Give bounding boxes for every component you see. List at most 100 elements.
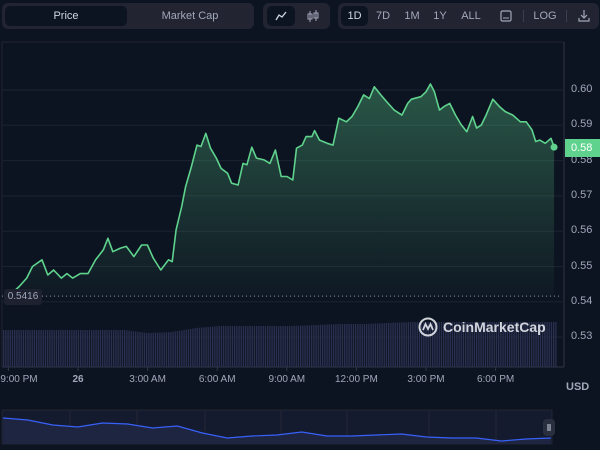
- coinmarketcap-logo-icon: [418, 317, 438, 337]
- volume-bar: [438, 322, 440, 367]
- x-tick-label: 12:00 PM: [334, 374, 378, 385]
- volume-bar: [286, 326, 289, 367]
- volume-bar: [172, 331, 174, 367]
- volume-bar: [315, 325, 317, 367]
- volume-bar: [238, 326, 240, 367]
- volume-bar: [31, 330, 33, 367]
- volume-bar: [80, 330, 82, 367]
- volume-bar: [436, 322, 438, 367]
- range-1d[interactable]: 1D: [341, 6, 368, 26]
- volume-bar: [374, 323, 377, 367]
- navigator-handle[interactable]: [543, 419, 555, 436]
- volume-bar: [181, 330, 183, 367]
- tab-price[interactable]: Price: [5, 6, 127, 26]
- volume-bar: [110, 330, 113, 367]
- volume-bar: [143, 332, 146, 367]
- volume-bar: [471, 322, 473, 367]
- volume-bar: [555, 322, 557, 367]
- volume-bar: [150, 332, 152, 367]
- volume-bar: [326, 324, 328, 367]
- volume-bar: [130, 330, 132, 367]
- volume-bar: [47, 330, 49, 367]
- download-icon: [578, 10, 590, 22]
- volume-bar: [515, 322, 517, 367]
- current-price-label: 0.58: [565, 139, 600, 157]
- volume-bar: [42, 330, 44, 367]
- candlestick-icon: [307, 10, 319, 22]
- volume-bar: [209, 326, 212, 367]
- volume-bar: [511, 322, 513, 367]
- line-chart-button[interactable]: [267, 6, 295, 26]
- y-tick-label: 0.60: [571, 83, 593, 95]
- volume-bar: [14, 330, 16, 367]
- volume-bar: [152, 332, 154, 367]
- volume-bar: [300, 325, 302, 367]
- volume-bar: [194, 328, 196, 367]
- volume-bar: [487, 322, 489, 367]
- range-1y[interactable]: 1Y: [433, 10, 447, 22]
- volume-bar: [148, 332, 150, 367]
- range-1m[interactable]: 1M: [404, 10, 420, 22]
- volume-bar: [225, 326, 227, 367]
- volume-bar: [95, 330, 97, 367]
- volume-bar: [247, 326, 249, 367]
- volume-bar: [381, 323, 383, 367]
- volume-bar: [86, 330, 88, 367]
- volume-bar: [333, 324, 335, 367]
- chart-type-toggle: [263, 3, 330, 29]
- volume-bar: [412, 322, 414, 367]
- x-tick-label: 9:00 AM: [268, 374, 306, 385]
- volume-bar: [154, 332, 157, 367]
- volume-bar: [533, 322, 535, 367]
- volume-bar: [183, 329, 185, 367]
- volume-bar: [513, 322, 515, 367]
- log-scale-button[interactable]: LOG: [533, 10, 557, 22]
- volume-bar: [256, 326, 258, 367]
- navigator-area: [3, 418, 551, 444]
- volume-bar: [260, 326, 262, 367]
- candlestick-button[interactable]: [299, 6, 327, 26]
- volume-bar: [473, 322, 476, 367]
- volume-bar: [498, 322, 500, 367]
- current-price-dot: [550, 143, 558, 151]
- y-tick-label: 0.59: [571, 118, 593, 131]
- volume-bar: [399, 322, 401, 367]
- volume-bar: [62, 330, 64, 367]
- volume-bar: [524, 322, 526, 367]
- download-button[interactable]: [574, 6, 594, 26]
- volume-bar: [319, 324, 322, 367]
- range-all[interactable]: ALL: [461, 10, 481, 22]
- volume-bar: [546, 322, 548, 367]
- volume-bar: [126, 330, 128, 367]
- volume-bar: [198, 327, 201, 367]
- volume-bar: [383, 323, 385, 367]
- volume-bar: [60, 330, 62, 367]
- volume-bar: [359, 324, 361, 367]
- y-tick-label: 0.56: [571, 224, 593, 237]
- volume-bar: [517, 322, 520, 367]
- volume-bar: [427, 322, 429, 367]
- tab-market-cap[interactable]: Market Cap: [161, 10, 219, 22]
- volume-bar: [102, 330, 104, 367]
- volume-bar: [278, 326, 280, 367]
- volume-bar: [388, 322, 390, 367]
- calendar-button[interactable]: [496, 6, 516, 26]
- volume-bar: [506, 322, 509, 367]
- volume-bar: [55, 330, 58, 367]
- calendar-icon: [500, 10, 512, 22]
- volume-bar: [187, 329, 190, 367]
- coinmarketcap-watermark: CoinMarketCap: [418, 317, 546, 337]
- volume-bar: [553, 322, 555, 367]
- volume-bar: [484, 322, 487, 367]
- volume-bar: [355, 324, 357, 367]
- volume-bar: [106, 330, 108, 367]
- volume-bar: [58, 330, 60, 367]
- volume-bar: [535, 322, 537, 367]
- volume-bar: [425, 322, 427, 367]
- y-tick-label: 0.53: [571, 330, 593, 343]
- volume-bar: [392, 322, 394, 367]
- volume-bar: [245, 326, 247, 367]
- range-7d[interactable]: 7D: [375, 10, 391, 22]
- volume-bar: [330, 324, 333, 367]
